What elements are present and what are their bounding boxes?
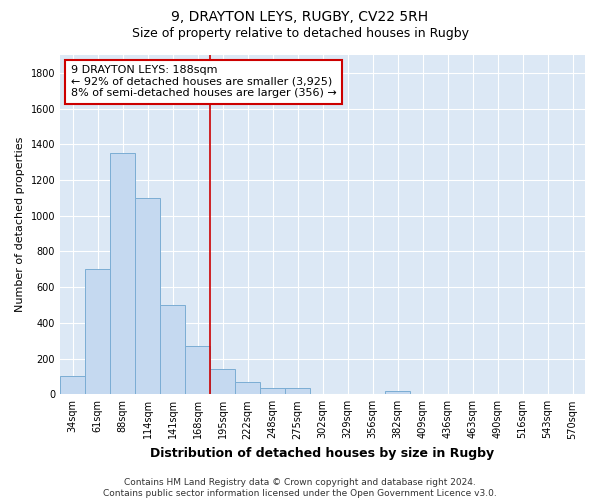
Text: Contains HM Land Registry data © Crown copyright and database right 2024.
Contai: Contains HM Land Registry data © Crown c… xyxy=(103,478,497,498)
Bar xyxy=(160,305,185,394)
Bar xyxy=(135,198,160,394)
Text: Size of property relative to detached houses in Rugby: Size of property relative to detached ho… xyxy=(131,28,469,40)
Bar xyxy=(235,382,260,394)
Bar xyxy=(60,376,85,394)
Y-axis label: Number of detached properties: Number of detached properties xyxy=(15,137,25,312)
Bar xyxy=(285,388,310,394)
Text: 9, DRAYTON LEYS, RUGBY, CV22 5RH: 9, DRAYTON LEYS, RUGBY, CV22 5RH xyxy=(172,10,428,24)
Bar xyxy=(85,270,110,394)
Bar xyxy=(385,390,410,394)
Bar xyxy=(185,346,210,395)
X-axis label: Distribution of detached houses by size in Rugby: Distribution of detached houses by size … xyxy=(151,447,494,460)
Bar xyxy=(210,370,235,394)
Bar xyxy=(260,388,285,394)
Bar xyxy=(110,153,135,394)
Text: 9 DRAYTON LEYS: 188sqm
← 92% of detached houses are smaller (3,925)
8% of semi-d: 9 DRAYTON LEYS: 188sqm ← 92% of detached… xyxy=(71,65,336,98)
